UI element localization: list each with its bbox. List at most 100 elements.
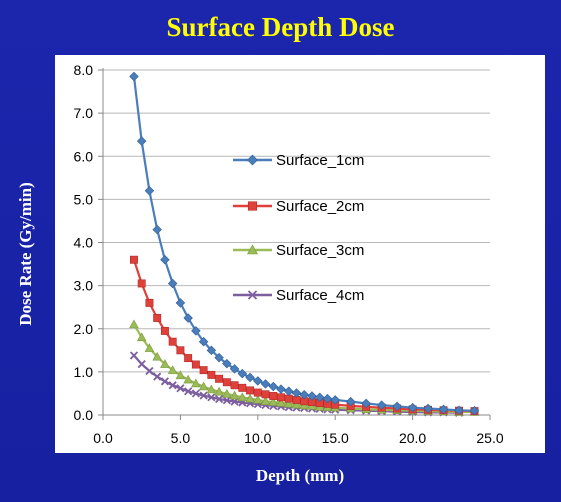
data-point — [160, 255, 170, 265]
data-point — [237, 392, 248, 402]
data-point — [183, 374, 193, 384]
legend-label: Surface_2cm — [276, 198, 364, 215]
y-tick-label: 4.0 — [74, 235, 94, 251]
data-point — [136, 332, 147, 342]
data-point — [330, 395, 340, 405]
data-point — [238, 383, 247, 392]
legend-marker — [246, 244, 259, 255]
data-point — [144, 186, 155, 196]
data-point — [230, 397, 239, 406]
y-tick-label: 6.0 — [74, 148, 94, 164]
x-tick-label: 15.0 — [322, 430, 349, 446]
data-point — [199, 391, 208, 400]
data-point — [276, 398, 286, 407]
data-point — [184, 354, 193, 363]
data-point — [207, 393, 216, 402]
y-tick-label: 2.0 — [74, 321, 94, 337]
data-point — [245, 393, 255, 403]
legend-marker — [247, 290, 258, 300]
data-point — [152, 224, 162, 235]
data-point — [222, 388, 232, 398]
data-point — [438, 404, 449, 415]
data-point — [283, 398, 294, 408]
data-point — [284, 394, 293, 403]
data-point — [129, 351, 139, 360]
data-point — [214, 352, 224, 363]
data-point — [222, 358, 232, 369]
y-tick-label: 5.0 — [74, 191, 94, 207]
data-point — [260, 379, 271, 389]
data-point — [191, 326, 201, 336]
data-point — [314, 392, 325, 403]
data-point — [183, 313, 193, 323]
legend-label: Surface_4cm — [276, 287, 364, 304]
data-point — [198, 336, 209, 347]
data-point — [229, 390, 240, 400]
data-point — [252, 394, 263, 404]
data-point — [253, 388, 262, 397]
data-point — [160, 326, 169, 335]
legend-marker — [247, 154, 258, 166]
data-point — [222, 378, 231, 387]
y-tick-label: 8.0 — [74, 62, 94, 78]
data-point — [222, 396, 231, 405]
data-point — [144, 343, 155, 352]
data-point — [191, 360, 200, 369]
x-tick-label: 10.0 — [244, 430, 271, 446]
data-point — [284, 386, 294, 397]
data-point — [129, 71, 139, 82]
data-point — [376, 400, 387, 410]
data-point — [176, 346, 185, 355]
data-point — [229, 364, 240, 374]
data-point — [246, 386, 255, 395]
data-point — [137, 360, 146, 369]
data-point — [269, 392, 278, 400]
data-point — [423, 403, 433, 414]
data-point — [260, 396, 271, 405]
data-point — [145, 366, 154, 376]
data-point — [160, 377, 169, 386]
data-point — [407, 402, 418, 413]
data-point — [176, 384, 185, 393]
data-point — [129, 319, 139, 329]
data-point — [175, 370, 186, 380]
x-tick-label: 20.0 — [399, 430, 426, 446]
data-point — [307, 391, 317, 401]
data-point — [322, 393, 333, 404]
data-point — [130, 255, 138, 264]
legend-label: Surface_3cm — [276, 242, 364, 259]
data-point — [168, 337, 177, 346]
data-point — [469, 405, 480, 416]
data-point — [198, 381, 209, 391]
x-tick-label: 25.0 — [476, 430, 503, 446]
data-point — [206, 345, 217, 356]
data-point — [361, 398, 371, 409]
data-point — [215, 394, 224, 404]
legend-label: Surface_1cm — [276, 152, 364, 169]
data-point — [153, 372, 162, 381]
data-point — [153, 314, 162, 322]
data-point — [261, 390, 270, 399]
data-point — [167, 365, 178, 374]
data-point — [145, 298, 154, 307]
data-point — [168, 381, 177, 390]
data-point — [237, 368, 248, 379]
data-point — [167, 278, 178, 289]
data-point — [245, 372, 255, 383]
data-point — [345, 396, 356, 407]
data-point — [184, 387, 193, 396]
data-point — [392, 401, 402, 412]
data-point — [136, 136, 147, 146]
legend-marker — [247, 201, 258, 211]
data-point — [206, 384, 217, 394]
data-point — [175, 298, 186, 308]
data-point — [191, 389, 200, 398]
x-tick-label: 5.0 — [171, 430, 191, 446]
y-tick-label: 7.0 — [74, 105, 94, 121]
data-point — [160, 359, 170, 368]
data-point — [277, 393, 285, 402]
x-axis-label: Depth (mm) — [255, 466, 345, 485]
data-point — [199, 366, 208, 375]
data-point — [214, 386, 224, 396]
